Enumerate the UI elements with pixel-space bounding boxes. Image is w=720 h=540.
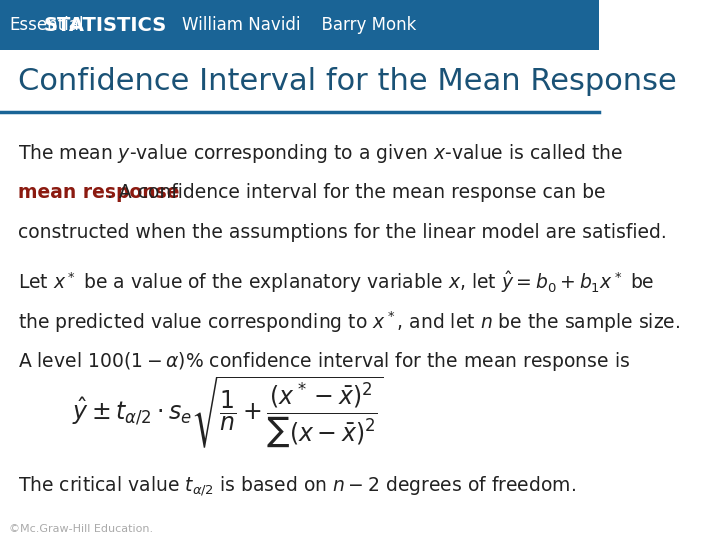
FancyBboxPatch shape	[0, 0, 599, 50]
Text: Essential: Essential	[9, 16, 84, 34]
Text: mean response: mean response	[18, 183, 179, 201]
Text: William Navidi    Barry Monk: William Navidi Barry Monk	[182, 16, 417, 34]
Text: STATISTICS: STATISTICS	[44, 16, 167, 35]
Text: The critical value $t_{\alpha/2}$ is based on $n - 2$ degrees of freedom.: The critical value $t_{\alpha/2}$ is bas…	[18, 474, 576, 498]
Text: the predicted value corresponding to $x^*$, and let $n$ be the sample size.: the predicted value corresponding to $x^…	[18, 309, 680, 335]
Text: Confidence Interval for the Mean Response: Confidence Interval for the Mean Respons…	[18, 67, 677, 96]
Text: constructed when the assumptions for the linear model are satisfied.: constructed when the assumptions for the…	[18, 223, 667, 242]
Text: ©Mc.Graw-Hill Education.: ©Mc.Graw-Hill Education.	[9, 523, 153, 534]
Text: Let $x^*$ be a value of the explanatory variable $x$, let $\hat{y} = b_0 + b_1 x: Let $x^*$ be a value of the explanatory …	[18, 269, 654, 295]
Text: . A confidence interval for the mean response can be: . A confidence interval for the mean res…	[107, 183, 605, 201]
Text: $\hat{y} \pm t_{\alpha/2} \cdot s_e \sqrt{\dfrac{1}{n} + \dfrac{(x^* - \bar{x})^: $\hat{y} \pm t_{\alpha/2} \cdot s_e \sqr…	[72, 374, 384, 450]
Text: The mean $y$-value corresponding to a given $x$-value is called the: The mean $y$-value corresponding to a gi…	[18, 142, 623, 165]
Text: A level $100(1-\alpha)\%$ confidence interval for the mean response is: A level $100(1-\alpha)\%$ confidence int…	[18, 350, 630, 373]
